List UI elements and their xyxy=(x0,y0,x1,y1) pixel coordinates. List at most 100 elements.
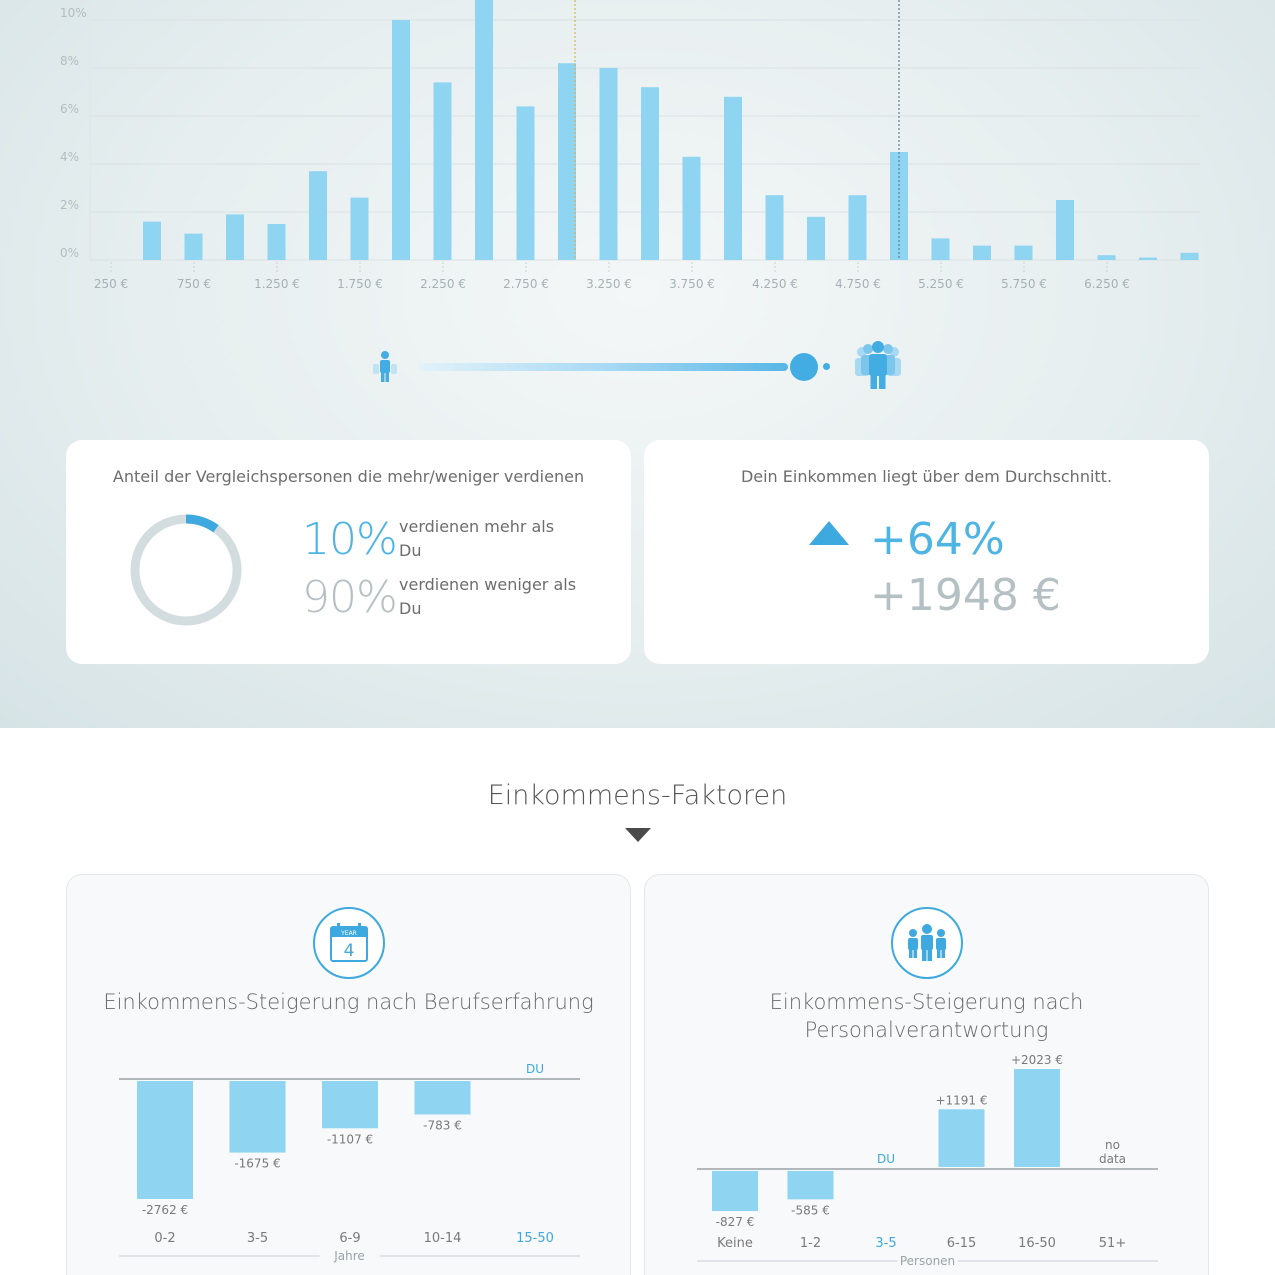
x-tick-label: 250 € xyxy=(94,277,128,291)
histogram-bar xyxy=(516,106,535,261)
category-label: 6-9 xyxy=(339,1231,360,1246)
category-label: 15-50 xyxy=(516,1231,554,1246)
factors-heading: Einkommens-Faktoren xyxy=(487,780,788,811)
histogram-bar xyxy=(1056,200,1074,260)
bar-value-label: -585 € xyxy=(791,1203,830,1217)
category-label: 6-15 xyxy=(947,1236,977,1251)
y-tick-label: 10% xyxy=(60,6,87,20)
histogram-bar xyxy=(143,221,161,260)
average-card: Dein Einkommen liegt über dem Durchschni… xyxy=(644,440,1209,664)
x-tick-label: 3.250 € xyxy=(586,277,632,291)
team-icon xyxy=(891,907,963,979)
slider-handle[interactable] xyxy=(790,353,818,381)
hero-section: 0% 2% 4% 6% 8% 10% 250 € 750 € 1.250 € 1.750 € 2.2… xyxy=(0,0,1275,728)
comparison-title: Anteil der Vergleichspersonen die mehr/w… xyxy=(112,467,585,486)
no-data-label: data xyxy=(1099,1152,1126,1166)
bar-value-label: +1191 € xyxy=(935,1093,987,1107)
histogram-bar xyxy=(724,96,742,260)
category-label: 16-50 xyxy=(1018,1236,1056,1251)
x-axis-title: Jahre xyxy=(333,1249,365,1263)
bar-value-label: -783 € xyxy=(423,1118,462,1132)
staff-bar-chart: -827 € Keine -585 € 1-2 3-5 DU +1191 € 6-15 +202… xyxy=(697,1053,1158,1268)
y-tick-label: 2% xyxy=(60,198,79,212)
factor-bar xyxy=(229,1081,286,1153)
calendar-icon: YEAR 4 xyxy=(313,907,385,979)
histogram-bar xyxy=(931,238,950,260)
histogram-bar xyxy=(1139,257,1157,260)
category-label: Keine xyxy=(717,1236,753,1251)
experience-bar-chart: -2762 € 0-2 -1675 € 3-5 -1107 € 6-9 -783 € 10-1… xyxy=(119,1062,580,1263)
average-title: Dein Einkommen liegt über dem Durchschni… xyxy=(740,467,1113,486)
factor-bar xyxy=(938,1109,985,1167)
income-histogram: 0% 2% 4% 6% 8% 10% 250 € 750 € 1.250 € 1.750 € 2.2… xyxy=(60,0,1200,291)
histogram-bar xyxy=(1014,245,1033,260)
category-label: 3-5 xyxy=(247,1231,268,1246)
staff-chart-title: Einkommens-Steigerung nach Personalveran… xyxy=(769,990,1084,1042)
x-axis-title: Personen xyxy=(900,1254,955,1268)
histogram-bar xyxy=(599,68,618,260)
category-label: 51+ xyxy=(1099,1236,1126,1251)
histogram-bar xyxy=(973,245,991,260)
x-tick-label: 750 € xyxy=(177,277,211,291)
experience-factor-card: YEAR 4 Einkommens-Steigerung nach Berufs… xyxy=(66,874,631,1275)
histogram-bar xyxy=(392,20,410,260)
bar-value-label: -1675 € xyxy=(234,1157,280,1171)
arrow-up-icon xyxy=(809,521,849,545)
comparison-group-slider[interactable] xyxy=(370,340,910,400)
calendar-number: 4 xyxy=(344,941,355,961)
factor-bar xyxy=(712,1171,758,1212)
share-less-text: verdienen weniger als Du xyxy=(399,575,577,618)
x-tick-label: 5.250 € xyxy=(918,277,964,291)
share-donut-chart xyxy=(130,514,242,626)
factor-bar xyxy=(1014,1069,1060,1167)
donut-track xyxy=(130,514,242,626)
group-people-icon xyxy=(855,341,901,389)
x-tick-label: 4.250 € xyxy=(752,277,798,291)
histogram-bar xyxy=(309,171,327,260)
single-person-icon xyxy=(373,351,397,382)
histogram-bar xyxy=(682,156,701,260)
x-tick-label: 1.250 € xyxy=(254,277,300,291)
histogram-bar xyxy=(558,63,576,261)
factor-bar xyxy=(414,1081,471,1115)
histogram-bar xyxy=(765,195,784,260)
histogram-bar xyxy=(641,87,659,260)
slider-track[interactable] xyxy=(418,363,788,371)
share-more-percent: 10% xyxy=(302,514,398,565)
category-label: 3-5 xyxy=(875,1236,896,1251)
no-data-label: no xyxy=(1105,1138,1120,1152)
factor-bar xyxy=(787,1171,834,1200)
y-tick-label: 8% xyxy=(60,54,79,68)
histogram-bar xyxy=(350,197,369,260)
histogram-bar xyxy=(226,214,244,260)
x-tick-label: 6.250 € xyxy=(1084,277,1130,291)
category-label: 0-2 xyxy=(154,1231,175,1246)
x-tick-label: 5.750 € xyxy=(1001,277,1047,291)
histogram-bar xyxy=(267,224,286,260)
slider-end-dot xyxy=(823,363,830,370)
y-tick-label: 4% xyxy=(60,150,79,164)
y-tick-label: 0% xyxy=(60,246,79,260)
comparison-card: Anteil der Vergleichspersonen die mehr/w… xyxy=(66,440,631,664)
share-less-percent: 90% xyxy=(302,572,398,623)
you-label: DU xyxy=(877,1152,895,1166)
histogram-bar xyxy=(1180,252,1199,260)
bar-value-label: -827 € xyxy=(716,1215,755,1229)
y-tick-label: 6% xyxy=(60,102,79,116)
category-label: 1-2 xyxy=(800,1236,821,1251)
share-more-text: verdienen mehr als Du xyxy=(399,517,555,560)
histogram-bar xyxy=(848,195,867,260)
x-tick-label: 2.750 € xyxy=(503,277,549,291)
histogram-bar xyxy=(475,0,493,260)
histogram-bar xyxy=(433,82,452,261)
you-label: DU xyxy=(526,1062,544,1076)
above-average-amount: +1948 € xyxy=(870,570,1061,621)
above-average-percent: +64% xyxy=(870,514,1005,565)
x-tick-label: 4.750 € xyxy=(835,277,881,291)
staff-factor-card: Einkommens-Steigerung nach Personalveran… xyxy=(644,874,1209,1275)
category-label: 10-14 xyxy=(424,1231,462,1246)
x-tick-label: 2.250 € xyxy=(420,277,466,291)
x-tick-label: 3.750 € xyxy=(669,277,715,291)
bar-value-label: +2023 € xyxy=(1011,1053,1063,1067)
calendar-year-label: YEAR xyxy=(340,930,357,937)
